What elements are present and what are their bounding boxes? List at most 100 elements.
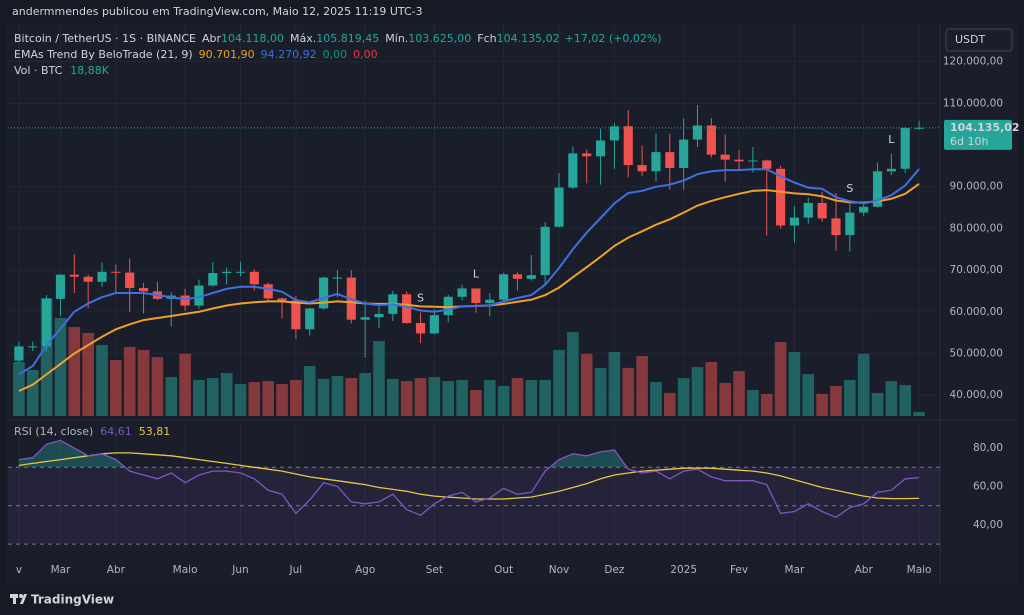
volume-bar: [733, 371, 745, 416]
volume-value: 18,88K: [70, 64, 109, 77]
volume-bar: [303, 366, 316, 416]
candle-body: [568, 153, 578, 188]
candle-body: [429, 315, 439, 334]
volume-bar: [414, 378, 427, 416]
volume-bar: [483, 379, 496, 416]
volume-bar: [290, 379, 302, 416]
volume-bar: [359, 372, 371, 416]
x-tick-label: v: [16, 564, 22, 576]
indicator-value: 90.701,90: [199, 48, 255, 61]
candle-body: [637, 165, 647, 172]
y-tick-label: 80.000,00: [950, 222, 1003, 234]
countdown: 6d 10h: [950, 135, 988, 148]
x-tick-label: Jul: [289, 564, 303, 576]
signal-label: S: [417, 292, 424, 305]
candle-body: [526, 275, 536, 279]
x-tick-label: Ago: [355, 564, 375, 576]
candle-body: [97, 271, 107, 282]
volume-bar: [539, 379, 551, 416]
volume-bar: [622, 367, 635, 416]
candle-body: [734, 159, 744, 162]
candle-body: [471, 288, 481, 304]
x-tick-label: Fev: [730, 564, 748, 576]
volume-bar: [428, 377, 441, 416]
volume-bar: [594, 367, 607, 416]
candle-body: [845, 212, 855, 236]
candle-body: [28, 346, 38, 348]
candle-body: [277, 298, 287, 301]
candle-body: [249, 271, 259, 285]
x-tick-label: Maio: [907, 564, 932, 576]
x-tick-label: Abr: [107, 564, 126, 576]
candle-body: [415, 323, 426, 334]
volume-bar: [373, 341, 385, 416]
candle-body: [42, 298, 52, 347]
volume-bar: [54, 317, 67, 416]
currency-button[interactable]: [945, 28, 1013, 52]
volume-bar: [844, 379, 856, 416]
currency-label: USDT: [955, 33, 986, 46]
volume-bar: [608, 352, 621, 416]
candle-body: [138, 288, 149, 292]
candle-body: [374, 313, 384, 318]
brand: TradingView: [31, 593, 114, 607]
y-tick-label: 120.000,00: [943, 56, 1003, 68]
candle-body: [332, 277, 343, 279]
ema-line: [18, 168, 920, 376]
candle-body: [83, 276, 93, 282]
x-tick-label: Dez: [604, 564, 625, 576]
rsi-line: [18, 452, 920, 500]
ohlc-label: Máx.: [290, 32, 316, 45]
ohlc-label: Fch: [477, 32, 496, 45]
volume-bar: [913, 412, 925, 416]
volume-bar: [525, 379, 538, 416]
candle-body: [595, 140, 606, 157]
candle-body: [789, 217, 800, 226]
change-label: +17,02 (+0,02%): [565, 32, 662, 45]
volume-bar: [650, 382, 662, 416]
volume-bar: [262, 381, 275, 416]
volume-bar: [345, 378, 358, 416]
indicator-value: 0,00: [323, 48, 348, 61]
volume-bar: [857, 353, 870, 416]
y-tick-label: 70.000,00: [950, 264, 1003, 276]
volume-bar: [206, 378, 219, 416]
volume-bar: [885, 381, 898, 416]
candle-body: [485, 299, 495, 304]
overbought-fill: [18, 440, 920, 468]
chart-area: [6, 24, 1018, 584]
candle-body: [222, 271, 232, 274]
x-tick-label: Jun: [231, 564, 248, 576]
candle-body: [609, 126, 619, 141]
volume-bar: [96, 345, 108, 416]
signal-label: S: [846, 182, 853, 195]
volume-bar: [68, 327, 81, 416]
candle-body: [803, 202, 813, 218]
volume-bar: [331, 375, 344, 416]
volume-bar: [747, 389, 759, 416]
candle-body: [263, 284, 273, 299]
signal-label: L: [473, 267, 480, 280]
volume-title: Vol · BTC: [14, 64, 63, 77]
y-tick-label: 40,00: [973, 519, 1003, 531]
volume-bar: [663, 392, 676, 416]
volume-bar: [387, 378, 399, 416]
candle-body: [665, 152, 675, 168]
candle-body: [125, 272, 135, 289]
volume-bar: [705, 361, 718, 416]
volume-bar: [871, 392, 884, 416]
candle-body: [305, 308, 315, 330]
volume-bar: [553, 349, 565, 416]
rsi-title: RSI (14, close): [14, 425, 93, 438]
last-price-tag: [944, 119, 1012, 150]
candle-body: [720, 154, 730, 160]
volume-bar: [179, 353, 191, 416]
candle-body: [14, 346, 24, 361]
volume-bar: [456, 379, 468, 416]
x-tick-label: Mar: [51, 564, 71, 576]
x-tick-label: Mar: [785, 564, 805, 576]
volume-bar: [788, 352, 801, 416]
volume-bar: [193, 379, 205, 416]
volume-bar: [636, 356, 648, 416]
